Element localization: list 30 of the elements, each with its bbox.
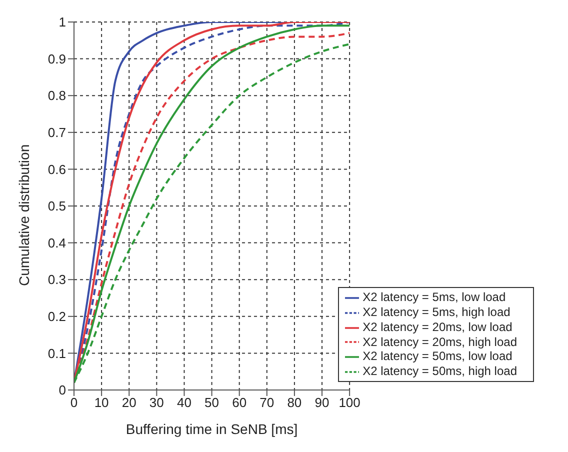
x-tick-label: 40 [176, 395, 192, 410]
x-tick-label: 10 [94, 395, 109, 410]
y-tick-label: 0.8 [48, 88, 66, 104]
legend-label: X2 latency = 50ms, low load [362, 349, 512, 364]
legend-label: X2 latency = 5ms, low load [362, 290, 506, 304]
y-tick-label: 0.2 [48, 309, 66, 324]
x-tick-label: 20 [122, 395, 136, 410]
x-axis-title: Buffering time in SeNB [ms] [126, 421, 298, 437]
y-tick-label: 0.1 [48, 346, 66, 361]
x-tick-label: 30 [149, 395, 164, 410]
y-tick-label: 0 [58, 382, 66, 398]
y-tick-label: 0.6 [48, 162, 66, 177]
x-tick-label: 100 [338, 395, 360, 410]
x-tick-label: 50 [204, 395, 220, 410]
y-tick-label: 0.5 [48, 198, 66, 214]
x-tick-label: 80 [287, 395, 302, 410]
legend-label: X2 latency = 20ms, low load [362, 320, 512, 334]
x-tick-label: 0 [70, 395, 78, 410]
y-tick-label: 0.4 [48, 235, 66, 250]
y-tick-label: 1 [58, 14, 66, 30]
x-tick-label: 90 [314, 395, 330, 410]
y-axis-title: Cumulative distribution [16, 144, 32, 286]
x-tick-label: 70 [260, 395, 274, 410]
x-tick-label: 60 [232, 395, 247, 410]
legend-label: X2 latency = 20ms, high load [362, 334, 517, 349]
y-tick-label: 0.9 [48, 51, 66, 66]
legend-label: X2 latency = 50ms, high load [362, 364, 517, 378]
legend-label: X2 latency = 5ms, high load [362, 304, 510, 319]
y-tick-label: 0.7 [48, 125, 66, 140]
y-tick-label: 0.3 [48, 272, 66, 288]
